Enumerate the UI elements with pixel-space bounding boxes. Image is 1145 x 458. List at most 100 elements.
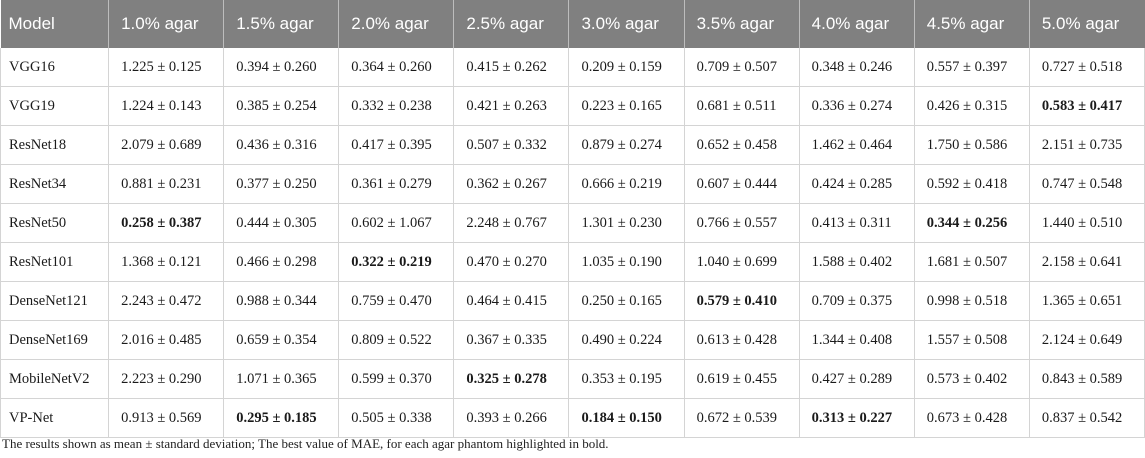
column-header-agar: 1.5% agar [223,0,340,48]
table-row: DenseNet169 2.016 ± 0.485 0.659 ± 0.354 0.8… [0,320,1145,360]
mae-value-cell: 0.344 ± 0.256 [914,203,1030,243]
mae-value-cell: 1.224 ± 0.143 [108,86,225,126]
mae-value-cell: 0.809 ± 0.522 [338,320,455,360]
mae-value-cell: 0.913 ± 0.569 [108,398,225,438]
table-footnote: The results shown as mean ± standard dev… [2,436,609,451]
mae-value-cell: 1.440 ± 0.510 [1029,203,1145,243]
mae-value-cell: 2.248 ± 0.767 [453,203,570,243]
mae-value-cell: 0.747 ± 0.548 [1029,164,1145,204]
column-header-agar: 4.0% agar [799,0,915,48]
mae-value-cell: 0.424 ± 0.285 [799,164,915,204]
mae-value-cell: 2.079 ± 0.689 [108,125,225,165]
table-row: ResNet50 0.258 ± 0.387 0.444 ± 0.305 0.602 … [0,203,1145,243]
mae-value-cell: 0.507 ± 0.332 [453,125,570,165]
mae-value-cell: 0.579 ± 0.410 [684,281,800,321]
mae-value-cell: 0.325 ± 0.278 [453,359,570,399]
mae-value-cell: 1.071 ± 0.365 [223,359,340,399]
model-name-cell: ResNet18 [0,125,110,165]
model-name-cell: MobileNetV2 [0,359,110,399]
mae-value-cell: 0.583 ± 0.417 [1029,86,1145,126]
mae-value-cell: 0.727 ± 0.518 [1029,48,1145,87]
header-row: Model 1.0% agar 1.5% agar 2.0% agar 2.5% aga… [0,0,1145,48]
table-row: ResNet18 2.079 ± 0.689 0.436 ± 0.316 0.417 … [0,125,1145,165]
table-row: ResNet101 1.368 ± 0.121 0.466 ± 0.298 0.322… [0,242,1145,282]
table-body: VGG16 1.225 ± 0.125 0.394 ± 0.260 0.364 ± 0… [0,48,1145,438]
table-header: Model 1.0% agar 1.5% agar 2.0% agar 2.5% aga… [0,0,1145,48]
mae-value-cell: 1.344 ± 0.408 [799,320,915,360]
mae-value-cell: 0.322 ± 0.219 [338,242,455,282]
mae-value-cell: 0.362 ± 0.267 [453,164,570,204]
mae-value-cell: 0.672 ± 0.539 [684,398,800,438]
column-header-agar: 5.0% agar [1029,0,1145,48]
mae-value-cell: 0.881 ± 0.231 [108,164,225,204]
mae-value-cell: 0.415 ± 0.262 [453,48,570,87]
mae-value-cell: 1.750 ± 0.586 [914,125,1030,165]
column-header-model: Model [0,0,110,48]
mae-value-cell: 0.385 ± 0.254 [223,86,340,126]
mae-value-cell: 0.607 ± 0.444 [684,164,800,204]
mae-value-cell: 0.393 ± 0.266 [453,398,570,438]
mae-value-cell: 0.361 ± 0.279 [338,164,455,204]
mae-value-cell: 0.313 ± 0.227 [799,398,915,438]
mae-value-cell: 0.673 ± 0.428 [914,398,1030,438]
mae-value-cell: 0.464 ± 0.415 [453,281,570,321]
mae-value-cell: 0.470 ± 0.270 [453,242,570,282]
column-header-agar: 4.5% agar [914,0,1030,48]
mae-value-cell: 0.613 ± 0.428 [684,320,800,360]
mae-value-cell: 0.427 ± 0.289 [799,359,915,399]
model-name-cell: VGG19 [0,86,110,126]
mae-value-cell: 0.879 ± 0.274 [568,125,685,165]
model-name-cell: VGG16 [0,48,110,87]
mae-value-cell: 0.421 ± 0.263 [453,86,570,126]
mae-value-cell: 0.332 ± 0.238 [338,86,455,126]
mae-value-cell: 0.336 ± 0.274 [799,86,915,126]
mae-value-cell: 0.444 ± 0.305 [223,203,340,243]
mae-value-cell: 0.209 ± 0.159 [568,48,685,87]
mae-value-cell: 0.837 ± 0.542 [1029,398,1145,438]
table-row: VGG19 1.224 ± 0.143 0.385 ± 0.254 0.332 ± 0… [0,86,1145,126]
mae-value-cell: 0.364 ± 0.260 [338,48,455,87]
mae-value-cell: 1.225 ± 0.125 [108,48,225,87]
mae-value-cell: 0.998 ± 0.518 [914,281,1030,321]
mae-value-cell: 0.413 ± 0.311 [799,203,915,243]
mae-value-cell: 0.258 ± 0.387 [108,203,225,243]
mae-value-cell: 0.573 ± 0.402 [914,359,1030,399]
mae-value-cell: 1.301 ± 0.230 [568,203,685,243]
mae-value-cell: 0.184 ± 0.150 [568,398,685,438]
column-header-agar: 3.5% agar [684,0,800,48]
mae-value-cell: 0.426 ± 0.315 [914,86,1030,126]
mae-value-cell: 0.466 ± 0.298 [223,242,340,282]
table-row: DenseNet121 2.243 ± 0.472 0.988 ± 0.344 0.7… [0,281,1145,321]
mae-value-cell: 0.377 ± 0.250 [223,164,340,204]
model-name-cell: DenseNet169 [0,320,110,360]
mae-value-cell: 2.124 ± 0.649 [1029,320,1145,360]
mae-value-cell: 0.295 ± 0.185 [223,398,340,438]
column-header-agar: 3.0% agar [568,0,685,48]
mae-value-cell: 0.652 ± 0.458 [684,125,800,165]
table-row: MobileNetV2 2.223 ± 0.290 1.071 ± 0.365 0.5… [0,359,1145,399]
mae-value-cell: 1.557 ± 0.508 [914,320,1030,360]
mae-value-cell: 0.619 ± 0.455 [684,359,800,399]
model-name-cell: DenseNet121 [0,281,110,321]
mae-value-cell: 0.759 ± 0.470 [338,281,455,321]
mae-value-cell: 0.505 ± 0.338 [338,398,455,438]
results-table: Model 1.0% agar 1.5% agar 2.0% agar 2.5% aga… [0,0,1145,438]
mae-value-cell: 2.158 ± 0.641 [1029,242,1145,282]
model-name-cell: VP-Net [0,398,110,438]
mae-value-cell: 1.035 ± 0.190 [568,242,685,282]
mae-value-cell: 0.659 ± 0.354 [223,320,340,360]
model-name-cell: ResNet50 [0,203,110,243]
mae-value-cell: 1.365 ± 0.651 [1029,281,1145,321]
column-header-agar: 2.0% agar [338,0,455,48]
mae-value-cell: 0.417 ± 0.395 [338,125,455,165]
mae-value-cell: 0.843 ± 0.589 [1029,359,1145,399]
mae-value-cell: 0.348 ± 0.246 [799,48,915,87]
mae-value-cell: 0.367 ± 0.335 [453,320,570,360]
mae-value-cell: 1.588 ± 0.402 [799,242,915,282]
mae-value-cell: 0.766 ± 0.557 [684,203,800,243]
mae-value-cell: 1.462 ± 0.464 [799,125,915,165]
mae-value-cell: 0.681 ± 0.511 [684,86,800,126]
table-row: VGG16 1.225 ± 0.125 0.394 ± 0.260 0.364 ± 0… [0,48,1145,87]
model-name-cell: ResNet101 [0,242,110,282]
table-row: VP-Net 0.913 ± 0.569 0.295 ± 0.185 0.505 ± … [0,398,1145,438]
